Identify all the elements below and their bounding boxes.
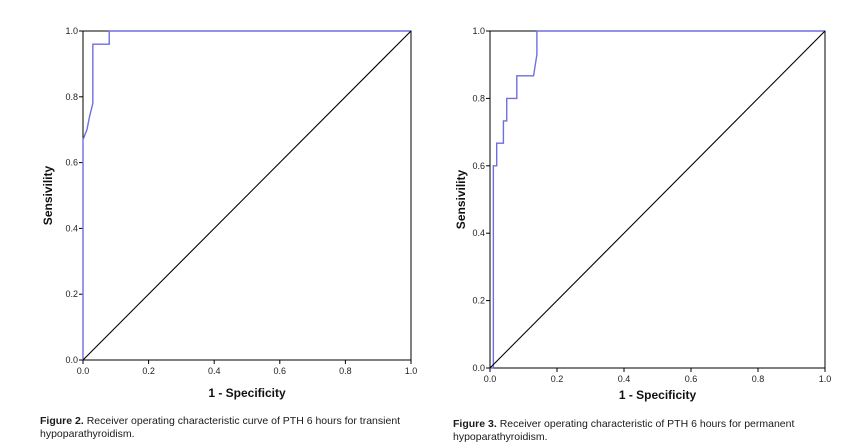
x-tick-label: 0.6: [685, 374, 698, 384]
roc-plot-svg: 0.0 0.2 0.4 0.6 0.8 1.0 0.0 0.2 0.4 0.6 0.8 1.0 1 - …: [454, 26, 832, 402]
reference-diagonal-line: [489, 30, 826, 369]
x-tick-label: 0.4: [618, 374, 631, 384]
y-tick-label: 0.0: [472, 363, 485, 373]
reference-diagonal-line: [82, 30, 412, 361]
y-tick-label: 1.0: [65, 26, 78, 36]
y-axis-title: Sensivility: [454, 170, 468, 230]
y-tick-label: 0.6: [65, 158, 78, 168]
roc-plot-svg: 0.0 0.2 0.4 0.6 0.8 1.0 0.0 0.2 0.4 0.6 0.8 1.0 1 - …: [41, 26, 418, 400]
roc-chart-figure-3: 0.0 0.2 0.4 0.6 0.8 1.0 0.0 0.2 0.4 0.6 0.8 1.0 1 - …: [425, 0, 850, 448]
roc-chart-figure-2: 0.0 0.2 0.4 0.6 0.8 1.0 0.0 0.2 0.4 0.6 0.8 1.0 1 - …: [40, 26, 418, 440]
x-tick-label: 1.0: [405, 366, 418, 376]
y-tick-label: 0.8: [65, 92, 78, 102]
x-tick-label: 0.8: [752, 374, 765, 384]
x-tick-label: 0.2: [551, 374, 564, 384]
x-axis-title: 1 - Specificity: [619, 388, 697, 402]
y-tick-label: 0.8: [472, 93, 485, 103]
y-tick-label: 0.4: [472, 228, 485, 238]
y-tick-label: 0.0: [65, 355, 78, 365]
y-axis-title: Sensivility: [41, 166, 55, 226]
caption-text: Receiver operating characteristic curve …: [40, 415, 401, 440]
roc-curve-line: [490, 30, 825, 369]
x-tick-label: 0.8: [339, 366, 352, 376]
caption-label: Figure 3.: [453, 418, 497, 430]
x-tick-label: 0.4: [208, 366, 221, 376]
caption-text: Receiver operating characteristic of PTH…: [453, 418, 795, 443]
roc-curve-line: [82, 30, 411, 360]
caption-label: Figure 2.: [40, 415, 84, 427]
x-tick-label: 0.6: [274, 366, 287, 376]
x-axis-title: 1 - Specificity: [208, 386, 286, 400]
x-tick-label: 1.0: [819, 374, 832, 384]
y-tick-label: 0.2: [65, 289, 78, 299]
y-tick-label: 0.2: [472, 296, 485, 306]
y-tick-label: 1.0: [472, 26, 485, 36]
x-tick-label: 0.0: [77, 366, 90, 376]
x-tick-label: 0.0: [484, 374, 497, 384]
x-tick-label: 0.2: [142, 366, 155, 376]
figure-caption: Figure 3. Receiver operating characteris…: [453, 418, 850, 444]
y-tick-label: 0.4: [65, 223, 78, 233]
y-tick-label: 0.6: [472, 161, 485, 171]
figure-caption: Figure 2. Receiver operating characteris…: [40, 415, 440, 441]
